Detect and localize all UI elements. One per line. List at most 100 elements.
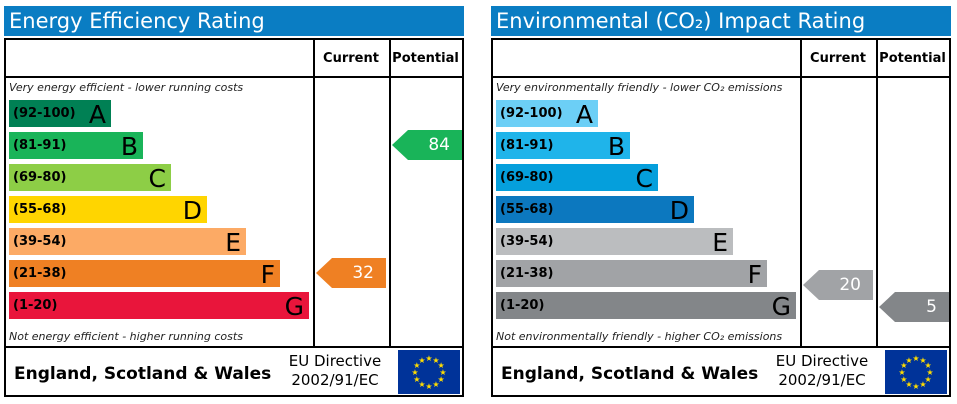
- rating-value: 20: [839, 275, 861, 295]
- current-rating-arrow: 32: [316, 258, 386, 288]
- band-letter: C: [148, 164, 166, 193]
- eu-directive: EU Directive 2002/91/EC: [280, 352, 390, 390]
- band-range: (92-100): [13, 106, 76, 121]
- star-icon: ★: [413, 361, 420, 370]
- band-range: (39-54): [13, 234, 67, 249]
- rating-band-g: (1-20) G: [9, 292, 309, 321]
- rating-band-b: (81-91) B: [496, 132, 630, 161]
- band-range: (21-38): [13, 266, 67, 281]
- star-icon: ★: [925, 375, 932, 384]
- band-letter: B: [607, 132, 625, 161]
- star-ring-icon: ★ ★★★★★★★★★★★: [411, 354, 446, 391]
- environmental-impact-panel: Environmental (CO₂) Impact Rating Curren…: [491, 0, 951, 404]
- band-letter: F: [747, 260, 762, 289]
- current-rating-arrow: 20: [803, 270, 873, 300]
- star-icon: ★: [912, 354, 919, 363]
- directive-line: EU Directive: [288, 352, 382, 370]
- band-letter: A: [88, 100, 106, 129]
- star-icon: ★: [900, 375, 907, 384]
- star-icon: ★: [432, 356, 439, 365]
- potential-column-divider: [389, 40, 391, 346]
- rating-table: Current Potential Very environmentally fri…: [491, 38, 951, 397]
- band-letter: G: [771, 292, 791, 321]
- current-column-divider: [800, 40, 802, 346]
- directive-code: 2002/91/EC: [291, 371, 379, 389]
- star-icon: ★: [905, 356, 912, 365]
- rating-value: 5: [926, 297, 937, 317]
- potential-column-header: Potential: [879, 51, 946, 66]
- star-icon: ★: [432, 380, 439, 389]
- bottom-note: Not energy efficient - higher running co…: [9, 330, 243, 343]
- star-icon: ★: [919, 380, 926, 389]
- star-icon: ★: [439, 368, 446, 377]
- rating-band-c: (69-80) C: [496, 164, 658, 193]
- star-icon: ★: [425, 354, 432, 363]
- band-letter: B: [120, 132, 138, 161]
- directive-code: 2002/91/EC: [778, 371, 866, 389]
- top-note: Very energy efficient - lower running co…: [9, 81, 244, 94]
- arrow-shape: [392, 130, 462, 160]
- band-letter: E: [225, 228, 241, 257]
- rating-value: 84: [428, 135, 450, 155]
- arrow-fill: [392, 130, 462, 160]
- eu-flag-icon: ★ ★ ★ ★ ★ ★ ★ ★ ★ ★ ★ ★: [885, 350, 947, 394]
- energy-efficiency-panel: Energy Efficiency Rating Current Potentia…: [4, 0, 464, 404]
- rating-band-g: (1-20) G: [496, 292, 796, 321]
- star-icon: ★: [925, 361, 932, 370]
- band-range: (81-91): [13, 138, 67, 153]
- potential-rating-arrow: 84: [392, 130, 462, 160]
- region-label: England, Scotland & Wales: [501, 364, 759, 384]
- rating-band-b: (81-91) B: [9, 132, 143, 161]
- band-range: (81-91): [500, 138, 554, 153]
- rating-band-f: (21-38) F: [9, 260, 280, 289]
- directive-line: EU Directive: [775, 352, 869, 370]
- star-icon: ★: [905, 380, 912, 389]
- star-ring-icon: ★ ★★★★★★★★★★★: [898, 354, 933, 391]
- band-letter: E: [712, 228, 728, 257]
- rating-band-c: (69-80) C: [9, 164, 171, 193]
- current-column-header: Current: [323, 51, 379, 66]
- star-icon: ★: [898, 368, 905, 377]
- star-icon: ★: [438, 361, 445, 370]
- rating-band-d: (55-68) D: [9, 196, 207, 225]
- band-letter: D: [669, 196, 689, 225]
- potential-column-header: Potential: [392, 51, 459, 66]
- potential-column-divider: [876, 40, 878, 346]
- rating-value: 32: [352, 263, 374, 283]
- rating-table: Current Potential Very energy efficient - …: [4, 38, 464, 397]
- star-icon: ★: [425, 382, 432, 391]
- star-icon: ★: [413, 375, 420, 384]
- top-note: Very environmentally friendly - lower CO…: [496, 81, 783, 94]
- rating-band-d: (55-68) D: [496, 196, 694, 225]
- eu-flag-icon: ★ ★ ★ ★ ★ ★ ★ ★ ★ ★ ★ ★: [398, 350, 460, 394]
- band-letter: D: [182, 196, 202, 225]
- arrow-fill: [316, 258, 386, 288]
- band-letter: F: [260, 260, 275, 289]
- arrow-fill: [879, 292, 949, 322]
- band-range: (92-100): [500, 106, 563, 121]
- region-label: England, Scotland & Wales: [14, 364, 272, 384]
- arrow-fill: [803, 270, 873, 300]
- band-range: (39-54): [500, 234, 554, 249]
- current-column-divider: [313, 40, 315, 346]
- star-icon: ★: [418, 380, 425, 389]
- band-letter: G: [284, 292, 304, 321]
- star-icon: ★: [438, 375, 445, 384]
- star-icon: ★: [418, 356, 425, 365]
- band-range: (21-38): [500, 266, 554, 281]
- star-icon: ★: [900, 361, 907, 370]
- band-range: (1-20): [500, 298, 545, 313]
- band-letter: C: [635, 164, 653, 193]
- potential-rating-arrow: 5: [879, 292, 949, 322]
- rating-band-e: (39-54) E: [9, 228, 246, 257]
- band-range: (1-20): [13, 298, 58, 313]
- footer-divider: [6, 346, 462, 348]
- band-range: (55-68): [13, 202, 67, 217]
- star-icon: ★: [926, 368, 933, 377]
- rating-band-a: (92-100) A: [9, 100, 111, 129]
- band-range: (69-80): [500, 170, 554, 185]
- star-icon: ★: [919, 356, 926, 365]
- rating-band-e: (39-54) E: [496, 228, 733, 257]
- footer-divider: [493, 346, 949, 348]
- rating-band-f: (21-38) F: [496, 260, 767, 289]
